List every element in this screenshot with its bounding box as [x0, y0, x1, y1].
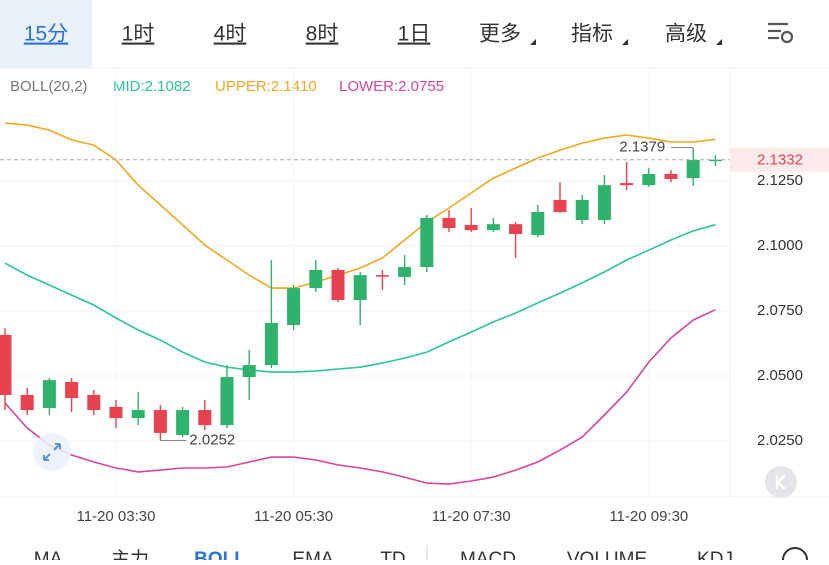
candle-body — [575, 199, 589, 221]
indicator-label: BOLL(20,2) — [10, 78, 88, 95]
indicator-header: BOLL(20,2) MID:2.1082 UPPER:2.1410 LOWER… — [10, 78, 444, 95]
plot: 2.1250 2.1000 2.0750 2.0500 2.0250 11-20 03:3… — [0, 70, 829, 525]
y-tick-label: 2.0500 — [757, 367, 803, 384]
tab[interactable]: 指标 — [571, 23, 613, 46]
candle-body — [353, 275, 367, 301]
y-tick-label: 2.1250 — [757, 172, 803, 189]
candle-body — [620, 183, 634, 186]
reset-icon — [775, 474, 786, 490]
indicator-mid: MID:2.1082 — [113, 78, 191, 95]
indicator-upper: UPPER:2.1410 — [215, 78, 317, 95]
button-bg — [765, 466, 797, 498]
y-tick-label: 2.0750 — [757, 302, 803, 319]
indicator-tab[interactable]: KDJ — [697, 549, 733, 565]
y-tick-label: 2.0250 — [757, 432, 803, 449]
indicator-tab[interactable]: VOLUME — [567, 549, 647, 565]
candle-body — [198, 410, 212, 426]
candle-body — [87, 394, 101, 411]
tab[interactable]: 高级 — [665, 23, 707, 46]
candle-body — [0, 334, 12, 395]
candle-body — [420, 217, 434, 268]
tab[interactable]: 8时 — [306, 23, 339, 46]
tab[interactable]: 4时 — [214, 23, 247, 46]
candle-body — [109, 406, 123, 419]
indicator-tab[interactable]: BOLL — [194, 549, 246, 565]
candle-body — [509, 224, 523, 235]
x-tick-label: 11-20 09:30 — [609, 508, 688, 525]
tab[interactable]: 1日 — [398, 23, 431, 46]
last-price-label: 2.1332 — [757, 152, 803, 169]
candle-body — [597, 185, 611, 221]
button-bg — [33, 433, 71, 471]
expand-button[interactable] — [33, 433, 71, 471]
x-tick-label: 11-20 05:30 — [254, 508, 333, 525]
candle-body — [664, 173, 678, 179]
candle-body — [131, 410, 145, 419]
expand-icon — [43, 443, 61, 461]
candle-body — [287, 288, 301, 326]
settings-icon[interactable] — [768, 22, 794, 44]
candle-body — [398, 267, 412, 277]
dropdown-arrow — [622, 39, 628, 45]
min-label: 2.0252 — [189, 431, 235, 448]
indicator-tab[interactable]: EMA — [292, 549, 334, 565]
max-label: 2.1379 — [619, 138, 665, 155]
candle-body — [486, 224, 500, 231]
candle-body — [464, 224, 478, 231]
candle-body — [686, 159, 700, 179]
indicator-tab[interactable]: MA — [34, 549, 63, 565]
band-line — [4, 308, 716, 485]
icon-gear — [780, 30, 794, 44]
tab-selected-bg — [0, 0, 92, 68]
x-tick-label: 11-20 03:30 — [77, 508, 156, 525]
indicator-lower: LOWER:2.0755 — [339, 78, 444, 95]
candle-body — [220, 377, 234, 426]
candle-body — [264, 322, 278, 366]
indicator-tab[interactable]: MACD — [460, 549, 516, 565]
candle-body — [531, 211, 545, 236]
band-line — [4, 122, 716, 289]
candle-body — [20, 394, 34, 411]
band-line — [4, 223, 716, 373]
candle-body — [242, 365, 256, 378]
x-tick-label: 11-20 07:30 — [432, 508, 511, 525]
dropdown-arrow — [716, 39, 722, 45]
last-price-bg — [730, 147, 829, 172]
candle-body — [375, 275, 389, 277]
indicator-tab[interactable]: TD — [380, 549, 405, 565]
candle-body — [553, 199, 567, 212]
candle-body — [65, 381, 79, 399]
candle-body — [42, 380, 56, 408]
candle-body — [442, 217, 456, 229]
y-tick-label: 2.1000 — [757, 237, 803, 254]
reset-button[interactable] — [765, 466, 797, 498]
tab-bar: 15分 1时 4时 8时 1日 更多 指标 高级 — [24, 23, 722, 46]
candle-body — [331, 269, 345, 301]
tab[interactable]: 15分 — [24, 23, 68, 46]
tab[interactable]: 1时 — [122, 23, 155, 46]
dropdown-arrow — [530, 39, 536, 45]
candle-body — [309, 269, 323, 289]
candle-body — [153, 410, 167, 433]
candle-body — [708, 159, 722, 162]
candle-body — [642, 173, 656, 186]
indicator-tab[interactable]: 主力 — [111, 548, 149, 565]
candle-body — [176, 410, 190, 436]
tab[interactable]: 更多 — [479, 23, 521, 46]
